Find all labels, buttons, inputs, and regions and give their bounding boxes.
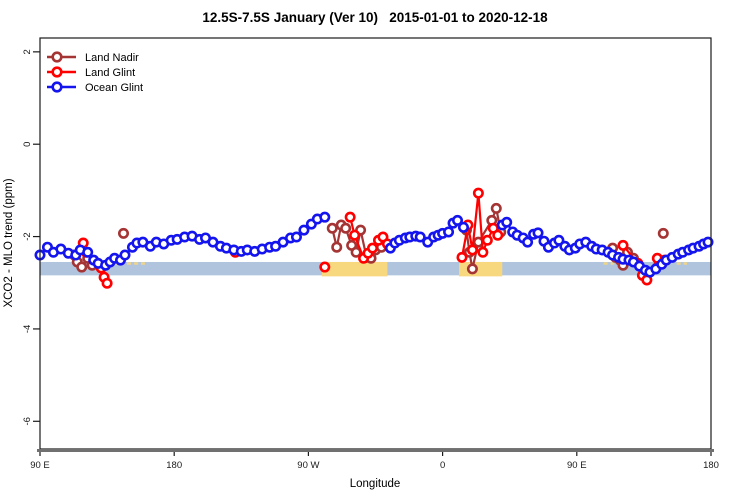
- land-nadir-point: [657, 227, 669, 239]
- legend-label-ocean-glint: Ocean Glint: [85, 82, 143, 94]
- y-tick-label: -2: [22, 232, 33, 240]
- legend: Land Nadir Land Glint Ocean Glint: [47, 51, 143, 94]
- ocean-glint-point: [82, 246, 94, 258]
- x-tick-label: 180: [703, 460, 719, 471]
- land-band-segment: [459, 261, 503, 277]
- legend-label-land-glint: Land Glint: [85, 67, 135, 79]
- land-glint-point: [481, 234, 493, 246]
- land-band-segment: [321, 261, 388, 277]
- x-tick-label: 180: [166, 460, 182, 471]
- y-tick-label: -4: [22, 325, 33, 333]
- ocean-glint-point: [298, 224, 310, 236]
- plot-title: 12.5S-7.5S January (Ver 10) 2015-01-01 t…: [202, 10, 548, 25]
- land-nadir-point: [331, 241, 343, 253]
- legend-entry-ocean-glint: Ocean Glint: [47, 81, 143, 94]
- land-glint-point: [472, 187, 484, 199]
- x-axis-title: Longitude: [350, 478, 401, 490]
- ocean-glint-point: [522, 236, 534, 248]
- land-glint-point: [319, 261, 331, 273]
- ocean-glint-point: [501, 216, 513, 228]
- ocean-glint-point: [119, 249, 131, 261]
- land-glint-point: [492, 229, 504, 241]
- land-glint-point: [466, 244, 478, 256]
- reference-bands-layer: [40, 261, 711, 277]
- y-tick-label: 0: [22, 142, 33, 147]
- land-glint-point: [349, 229, 361, 241]
- legend-label-land-nadir: Land Nadir: [85, 52, 139, 64]
- land-glint-point: [101, 277, 113, 289]
- ocean-glint-point: [414, 231, 426, 243]
- ocean-glint-point: [319, 211, 331, 223]
- land-nadir-point: [340, 222, 352, 234]
- land-glint-marker-icon: [51, 66, 63, 78]
- ocean-glint-point: [532, 227, 544, 239]
- x-tick-label: 90 W: [297, 460, 319, 471]
- x-tick-label: 90 E: [30, 460, 50, 471]
- land-glint-point: [344, 211, 356, 223]
- ocean-glint-point: [457, 221, 469, 233]
- x-tick-label: 90 E: [567, 460, 587, 471]
- y-tick-label: -6: [22, 417, 33, 425]
- land-glint-point: [617, 239, 629, 251]
- land-nadir-marker-icon: [51, 51, 63, 63]
- ocean-glint-point: [443, 226, 455, 238]
- legend-entry-land-nadir: Land Nadir: [47, 51, 139, 64]
- land-glint-point: [456, 251, 468, 263]
- y-axis-title: XCO2 - MLO trend (ppm): [3, 178, 15, 307]
- land-glint-point: [367, 242, 379, 254]
- ocean-glint-marker-icon: [51, 81, 63, 93]
- land-nadir-point: [118, 227, 130, 239]
- legend-entry-land-glint: Land Glint: [47, 66, 135, 79]
- land-glint-point: [477, 246, 489, 258]
- land-nadir-point: [466, 263, 478, 275]
- y-tick-label: 2: [22, 49, 33, 54]
- land-nadir-point: [326, 222, 338, 234]
- land-nadir-point: [76, 261, 88, 273]
- land-nadir-point: [490, 202, 502, 214]
- x-tick-label: 0: [440, 460, 445, 471]
- ocean-glint-point: [702, 236, 714, 248]
- ocean-glint-point: [290, 231, 302, 243]
- data-series-layer: [34, 187, 714, 289]
- ocean-glint-point: [452, 214, 464, 226]
